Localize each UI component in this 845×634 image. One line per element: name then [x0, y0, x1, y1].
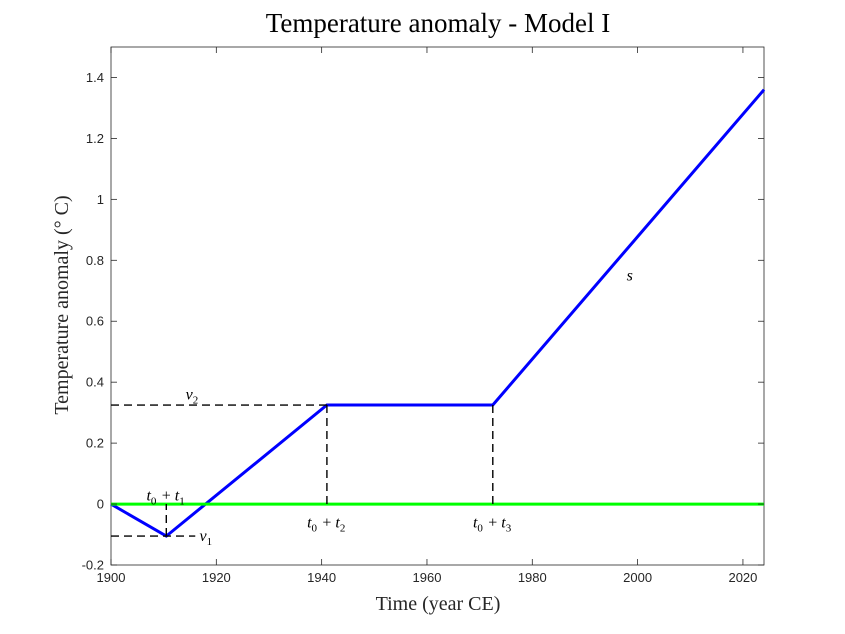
x-tick-label: 2020: [728, 570, 757, 585]
annotations: v2 v1 t0 + t1 t0 + t2 t0 + t3 s: [146, 268, 632, 549]
x-tick-label: 1960: [413, 570, 442, 585]
guide-lines: [111, 404, 494, 537]
x-tick-label: 1920: [202, 570, 231, 585]
x-tick-label: 1900: [97, 570, 126, 585]
ticks: 1900 1920 1940 1960 1980 2000 2020 -0.2 0 0.2 0.4 0…: [82, 47, 764, 585]
y-axis-label: Temperature anomaly (° C): [51, 195, 73, 414]
annotation-v1: v1: [199, 528, 213, 548]
chart-title: Temperature anomaly - Model I: [266, 8, 610, 38]
y-tick-label: 0.2: [86, 436, 104, 451]
y-tick-label: -0.2: [82, 558, 104, 573]
y-tick-label: 0.4: [86, 375, 104, 390]
y-tick-label: 1.2: [86, 131, 104, 146]
x-tick-label: 1980: [518, 570, 547, 585]
y-tick-label: 1: [97, 192, 104, 207]
annotation-v2: v2: [186, 386, 200, 406]
plot-area: [110, 46, 765, 566]
x-axis-label: Time (year CE): [376, 593, 501, 615]
y-tick-label: 1.4: [86, 70, 104, 85]
x-tick-label: 2000: [623, 570, 652, 585]
y-tick-label: 0: [97, 497, 104, 512]
annotation-t0t1: t0 + t1: [146, 488, 186, 508]
annotation-t0t2: t0 + t2: [307, 514, 347, 534]
y-tick-label: 0.8: [86, 253, 104, 268]
annotation-t0t3: t0 + t3: [473, 514, 513, 534]
axes-box: [110, 46, 765, 566]
annotation-s: s: [627, 268, 633, 285]
x-tick-label: 1940: [307, 570, 336, 585]
y-tick-label: 0.6: [86, 314, 104, 329]
